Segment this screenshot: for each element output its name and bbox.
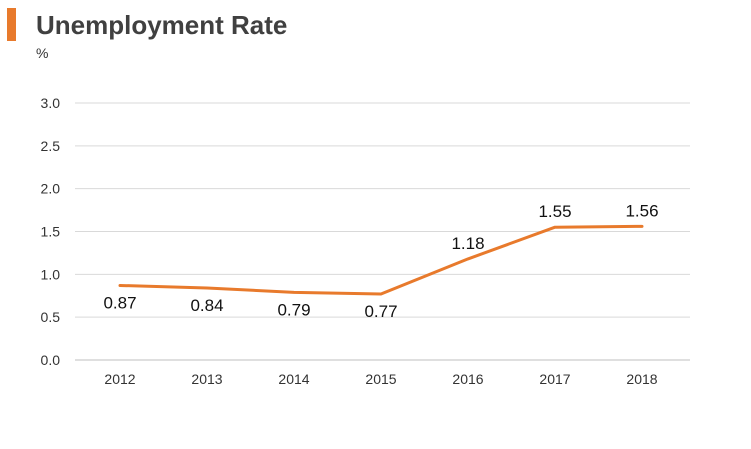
- data-label: 0.79: [277, 300, 310, 319]
- x-tick-label: 2014: [278, 371, 309, 387]
- title-accent-bar: [7, 8, 16, 41]
- x-tick-label: 2017: [539, 371, 570, 387]
- x-tick-label: 2018: [626, 371, 657, 387]
- unit-label: %: [36, 45, 49, 61]
- data-label: 0.77: [364, 302, 397, 321]
- chart-title: Unemployment Rate: [36, 10, 288, 40]
- data-label: 0.87: [103, 293, 136, 312]
- y-tick-label: 0.0: [41, 352, 61, 368]
- data-label: 1.18: [451, 234, 484, 253]
- y-tick-label: 2.5: [41, 138, 61, 154]
- y-tick-label: 2.0: [41, 181, 61, 197]
- data-label: 1.56: [625, 201, 658, 220]
- x-tick-label: 2015: [365, 371, 396, 387]
- series-line: [118, 224, 644, 296]
- x-tick-label: 2012: [104, 371, 135, 387]
- y-tick-label: 3.0: [41, 95, 61, 111]
- y-tick-label: 1.5: [41, 224, 61, 240]
- y-tick-label: 1.0: [41, 266, 61, 282]
- data-label: 1.55: [538, 202, 571, 221]
- x-tick-label: 2016: [452, 371, 483, 387]
- x-tick-label: 2013: [191, 371, 222, 387]
- y-tick-label: 0.5: [41, 309, 61, 325]
- data-label: 0.84: [190, 296, 223, 315]
